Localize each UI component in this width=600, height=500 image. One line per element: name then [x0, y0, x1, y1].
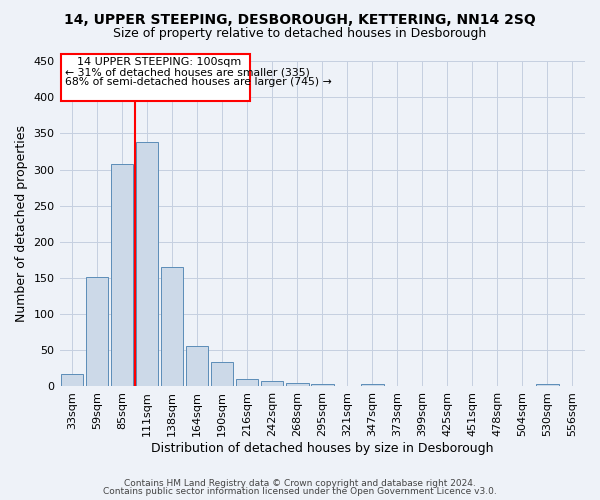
X-axis label: Distribution of detached houses by size in Desborough: Distribution of detached houses by size …: [151, 442, 494, 455]
Text: Contains HM Land Registry data © Crown copyright and database right 2024.: Contains HM Land Registry data © Crown c…: [124, 478, 476, 488]
Text: 14, UPPER STEEPING, DESBOROUGH, KETTERING, NN14 2SQ: 14, UPPER STEEPING, DESBOROUGH, KETTERIN…: [64, 12, 536, 26]
Bar: [111, 164, 133, 386]
Bar: [61, 54, 250, 101]
Bar: [186, 346, 208, 387]
Bar: [236, 379, 259, 386]
Bar: [136, 142, 158, 386]
Text: 68% of semi-detached houses are larger (745) →: 68% of semi-detached houses are larger (…: [65, 77, 331, 87]
Bar: [361, 384, 383, 386]
Bar: [311, 384, 334, 386]
Bar: [61, 374, 83, 386]
Bar: [286, 383, 308, 386]
Bar: [86, 276, 109, 386]
Text: 14 UPPER STEEPING: 100sqm: 14 UPPER STEEPING: 100sqm: [77, 56, 241, 66]
Bar: [211, 362, 233, 386]
Bar: [161, 267, 184, 386]
Text: Contains public sector information licensed under the Open Government Licence v3: Contains public sector information licen…: [103, 487, 497, 496]
Text: ← 31% of detached houses are smaller (335): ← 31% of detached houses are smaller (33…: [65, 68, 310, 78]
Text: Size of property relative to detached houses in Desborough: Size of property relative to detached ho…: [113, 28, 487, 40]
Y-axis label: Number of detached properties: Number of detached properties: [15, 126, 28, 322]
Bar: [261, 380, 283, 386]
Bar: [536, 384, 559, 386]
